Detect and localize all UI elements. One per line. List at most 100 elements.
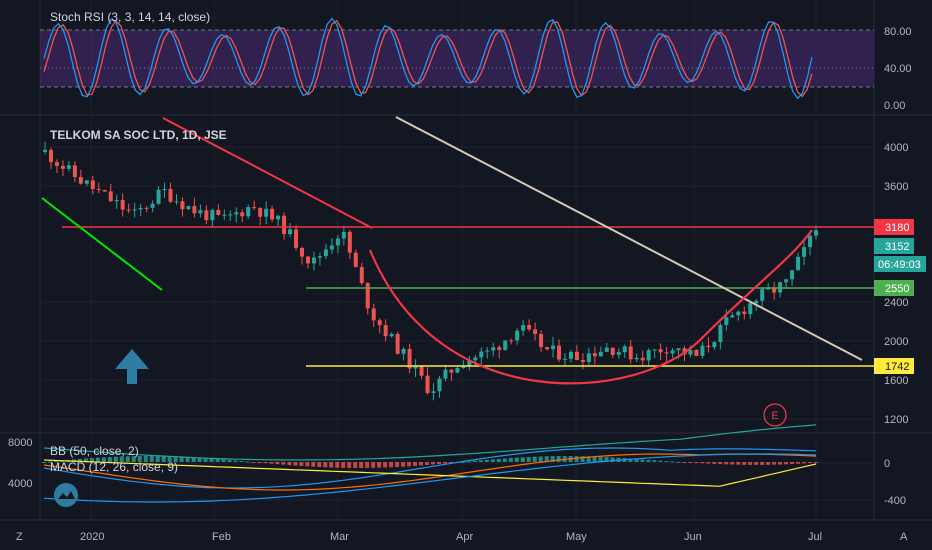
bb-basis-line (43, 459, 817, 487)
symbol-title[interactable]: TELKOM SA SOC LTD, 1D, JSE (50, 128, 227, 142)
candle-body (640, 357, 645, 361)
candle-body (742, 311, 747, 315)
candle-body (246, 207, 251, 217)
candle-body (479, 351, 484, 358)
macd-hist-bar (532, 456, 537, 462)
lower-pane[interactable] (42, 424, 818, 503)
macd-hist-bar (604, 457, 609, 462)
candle-body (574, 351, 579, 361)
candle-body (557, 345, 561, 360)
candle-body (515, 330, 520, 341)
macd-hist-bar (101, 457, 106, 462)
candle-body (509, 340, 514, 342)
candle-body (186, 206, 191, 210)
macd-hist-bar (718, 462, 723, 465)
candle-body (335, 238, 340, 246)
x-tick-jun: Jun (684, 531, 702, 543)
bb-label[interactable]: BB (50, close, 2) (50, 444, 139, 458)
candle-body (78, 177, 83, 184)
macd-hist-bar (538, 456, 543, 462)
macd-hist-bar (430, 462, 435, 465)
macd-label[interactable]: MACD (12, 26, close, 9) (50, 460, 179, 474)
candle-body (772, 288, 777, 293)
macd-hist-bar (371, 462, 376, 468)
macd-hist-bar (143, 456, 148, 462)
auto-scale-button[interactable]: A (900, 531, 908, 543)
candle-body (491, 347, 496, 351)
candle-body (282, 215, 287, 235)
macd-hist-bar (42, 462, 46, 463)
candle-body (497, 347, 502, 350)
macd-hist-bar (652, 460, 657, 462)
macd-hist-bar (736, 462, 741, 465)
lower-left-tick-4000: 4000 (8, 478, 32, 490)
candle-body (96, 189, 101, 191)
candle-body (658, 349, 663, 353)
macd-hist-bar (53, 460, 58, 462)
macd-hist-bar (586, 456, 591, 462)
candle-body (670, 350, 675, 354)
earnings-marker[interactable] (763, 403, 787, 427)
macd-hist-bar (185, 457, 190, 462)
candle-body (150, 203, 155, 208)
macd-hist-bar (197, 457, 202, 462)
macd-hist-bar (347, 462, 352, 468)
macd-hist-bar (442, 462, 447, 464)
macd-hist-bar (269, 462, 274, 464)
candle-body (437, 378, 442, 392)
macd-hist-bar (341, 462, 346, 468)
price-tick-2000: 2000 (884, 336, 908, 348)
downtrend-line-beige[interactable] (395, 116, 863, 361)
candle-body (808, 235, 813, 248)
candle-body (724, 317, 729, 325)
macd-hist-bar (419, 462, 424, 466)
macd-hist-bar (580, 456, 585, 462)
candle-body (234, 212, 239, 215)
macd-hist-bar (460, 461, 465, 463)
lower-left-tick-8000: 8000 (8, 437, 32, 449)
price-tick-1200: 1200 (884, 414, 908, 426)
cup-curve[interactable] (368, 229, 813, 385)
candle-body (347, 231, 352, 253)
candle-body (796, 256, 801, 271)
macd-hist-bar (173, 456, 178, 462)
lower-right-tick-0: 0 (884, 458, 890, 470)
macd-hist-bar (359, 462, 364, 468)
downtrend-line-red[interactable] (162, 117, 373, 229)
candle-body (311, 257, 316, 264)
candle-body (48, 149, 53, 163)
macd-hist-bar (472, 460, 477, 462)
timezone-button[interactable]: Z (16, 531, 23, 543)
candle-body (718, 324, 723, 343)
macd-hist-bar (742, 462, 747, 465)
macd-hist-bar (520, 457, 525, 462)
macd-hist-bar (131, 456, 136, 462)
candle-body (108, 191, 113, 202)
candle-body (294, 229, 299, 248)
macd-hist-bar (125, 456, 130, 462)
candle-body (371, 308, 376, 321)
stoch-rsi-label[interactable]: Stoch RSI (3, 3, 14, 14, close) (50, 10, 211, 24)
candle-body (162, 188, 167, 190)
macd-hist-bar (610, 457, 615, 462)
macd-hist-bar (245, 461, 250, 463)
candle-body (664, 352, 669, 354)
macd-hist-bar (383, 462, 388, 468)
macd-hist-bar (556, 456, 561, 462)
macd-line (43, 447, 817, 489)
macd-hist-bar (221, 459, 226, 462)
candle-body (60, 165, 65, 169)
x-tick-2020: 2020 (80, 531, 104, 543)
candle-body (144, 207, 149, 209)
candle-body (180, 201, 185, 210)
macd-hist-bar (688, 462, 693, 463)
candle-body (419, 365, 424, 376)
candle-body (628, 346, 633, 360)
candle-body (790, 270, 795, 280)
price-tick-2400: 2400 (884, 297, 908, 309)
candle-body (730, 315, 735, 318)
candle-body (455, 367, 460, 373)
stoch-d-line (43, 19, 813, 98)
downtrend-line-green[interactable] (41, 197, 163, 291)
